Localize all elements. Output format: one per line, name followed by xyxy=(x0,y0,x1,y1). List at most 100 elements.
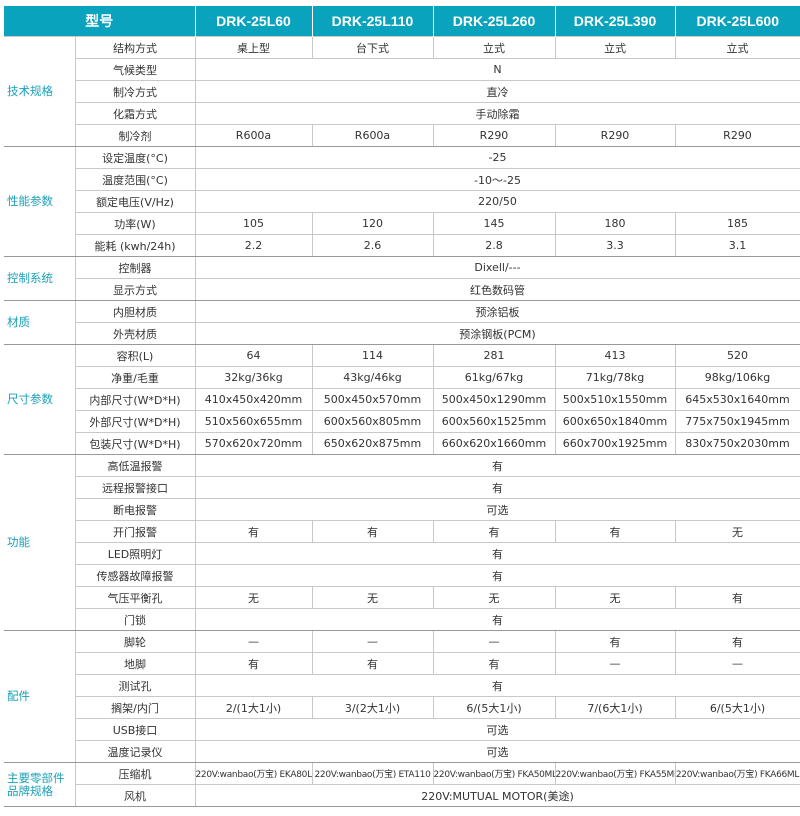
param-label: 搁架/内门 xyxy=(74,696,196,719)
value-cell: 413 xyxy=(554,344,676,367)
table-row: 测试孔有 xyxy=(4,674,800,697)
param-label: 压缩机 xyxy=(74,762,196,785)
value-cell: 71kg/78kg xyxy=(554,366,676,389)
table-row: 气候类型 N xyxy=(4,58,800,81)
table-row: 制冷剂 R600a R600a R290 R290 R290 xyxy=(4,124,800,147)
param-label: 化霜方式 xyxy=(74,102,196,125)
value-cell: 7/(6大1小) xyxy=(554,696,676,719)
value-cell: 有 xyxy=(674,586,800,609)
param-label: 外壳材质 xyxy=(74,322,196,345)
section-label: 配件 xyxy=(4,630,76,763)
value-cell-all: 可选 xyxy=(194,498,800,521)
param-label: 额定电压(V/Hz) xyxy=(74,190,196,213)
section-label: 主要零部件品牌规格 xyxy=(4,762,76,807)
table-row: 温度记录仪 可选 xyxy=(4,740,800,763)
value-cell: 6/(5大1小) xyxy=(674,696,800,719)
value-cell: R290 xyxy=(554,124,676,147)
table-row: 传感器故障报警有 xyxy=(4,564,800,587)
value-cell: 无 xyxy=(311,586,434,609)
param-label: 能耗 (kwh/24h) xyxy=(74,234,196,257)
value-cell: 500x450x570mm xyxy=(311,388,434,411)
table-row: 主要零部件品牌规格 压缩机 220V:wanbao(万宝) EKA80L 220V:w… xyxy=(4,762,800,807)
param-label: 设定温度(°C) xyxy=(74,146,196,169)
value-cell: 600x560x1525mm xyxy=(432,410,556,433)
param-label: LED照明灯 xyxy=(74,542,196,565)
value-cell: 3.1 xyxy=(674,234,800,257)
table-row: 化霜方式 手动除霜 xyxy=(4,102,800,125)
table-row: 技术规格 结构方式 桌上型 台下式 立式 立式 立式 xyxy=(4,36,800,147)
table-row: 搁架/内门 2/(1大1小) 3/(2大1小) 6/(5大1小) 7/(6大1小) 6/(… xyxy=(4,696,800,719)
param-label: 断电报警 xyxy=(74,498,196,521)
value-cell-all: 预涂钢板(PCM) xyxy=(194,322,800,345)
model-header-label: 型号 xyxy=(4,6,195,37)
value-cell-all: 有 xyxy=(194,674,800,697)
value-cell-all: 有 xyxy=(194,542,800,565)
value-cell: 有 xyxy=(194,652,313,675)
value-cell-all: N xyxy=(194,58,800,81)
section-label: 技术规格 xyxy=(4,36,76,147)
param-label: 净重/毛重 xyxy=(74,366,196,389)
value-cell-all: 预涂铝板 xyxy=(194,300,800,323)
value-cell: 有 xyxy=(432,520,556,543)
value-cell-all: 有 xyxy=(194,476,800,499)
value-cell: 520 xyxy=(674,344,800,367)
value-cell: 660x700x1925mm xyxy=(554,432,676,455)
value-cell-all: 手动除霜 xyxy=(194,102,800,125)
value-cell: 6/(5大1小) xyxy=(432,696,556,719)
value-cell: 220V:wanbao(万宝) FKA55ML xyxy=(554,762,676,785)
value-cell: 有 xyxy=(432,652,556,675)
model-header: DRK-25L110 xyxy=(311,6,433,37)
value-cell: 510x560x655mm xyxy=(194,410,313,433)
value-cell-all: -25 xyxy=(194,146,800,169)
table-row: 地脚有有有 — — xyxy=(4,652,800,675)
value-cell: 无 xyxy=(194,586,313,609)
value-cell-all: 220V:MUTUAL MOTOR(美途) xyxy=(194,784,800,807)
value-cell: 830x750x2030mm xyxy=(674,432,800,455)
param-label: 风机 xyxy=(74,784,196,807)
table-row: 控制系统 控制器 Dixell/--- xyxy=(4,256,800,301)
value-cell: 立式 xyxy=(554,36,676,59)
value-cell: 3.3 xyxy=(554,234,676,257)
param-label: 传感器故障报警 xyxy=(74,564,196,587)
table-row: 气压平衡孔无无无无有 xyxy=(4,586,800,609)
value-cell: 105 xyxy=(194,212,313,235)
value-cell: 有 xyxy=(311,652,434,675)
param-label: 制冷方式 xyxy=(74,80,196,103)
value-cell: R600a xyxy=(311,124,434,147)
table-row: 开门报警有有有有无 xyxy=(4,520,800,543)
value-cell: 有 xyxy=(554,630,676,653)
value-cell: 43kg/46kg xyxy=(311,366,434,389)
value-cell: 无 xyxy=(432,586,556,609)
table-row: 门锁有 xyxy=(4,608,800,631)
param-label: 地脚 xyxy=(74,652,196,675)
table-row: 能耗 (kwh/24h) 2.2 2.6 2.8 3.3 3.1 xyxy=(4,234,800,257)
value-cell-all: 有 xyxy=(194,608,800,631)
value-cell: — xyxy=(432,630,556,653)
value-cell: — xyxy=(674,652,800,675)
value-cell: — xyxy=(311,630,434,653)
table-row: USB接口 可选 xyxy=(4,718,800,741)
value-cell: 有 xyxy=(674,630,800,653)
value-cell: 645x530x1640mm xyxy=(674,388,800,411)
table-row: 制冷方式 直冷 xyxy=(4,80,800,103)
param-label: 温度范围(°C) xyxy=(74,168,196,191)
param-label: 控制器 xyxy=(74,256,196,279)
value-cell: 无 xyxy=(674,520,800,543)
value-cell: 32kg/36kg xyxy=(194,366,313,389)
value-cell: 61kg/67kg xyxy=(432,366,556,389)
table-row: 风机 220V:MUTUAL MOTOR(美途) xyxy=(4,784,800,807)
value-cell: 立式 xyxy=(674,36,800,59)
section-label: 性能参数 xyxy=(4,146,76,257)
table-row: 温度范围(°C) -10～-25 xyxy=(4,168,800,191)
value-cell: R600a xyxy=(194,124,313,147)
value-cell: — xyxy=(194,630,313,653)
section-label: 功能 xyxy=(4,454,76,631)
model-header: DRK-25L260 xyxy=(432,6,555,37)
value-cell: 650x620x875mm xyxy=(311,432,434,455)
value-cell: 410x450x420mm xyxy=(194,388,313,411)
table-row: 尺寸参数 容积(L) 64 114 281 413 520 xyxy=(4,344,800,455)
param-label: 高低温报警 xyxy=(74,454,196,477)
table-row: LED照明灯有 xyxy=(4,542,800,565)
param-label: 外部尺寸(W*D*H) xyxy=(74,410,196,433)
param-label: 测试孔 xyxy=(74,674,196,697)
